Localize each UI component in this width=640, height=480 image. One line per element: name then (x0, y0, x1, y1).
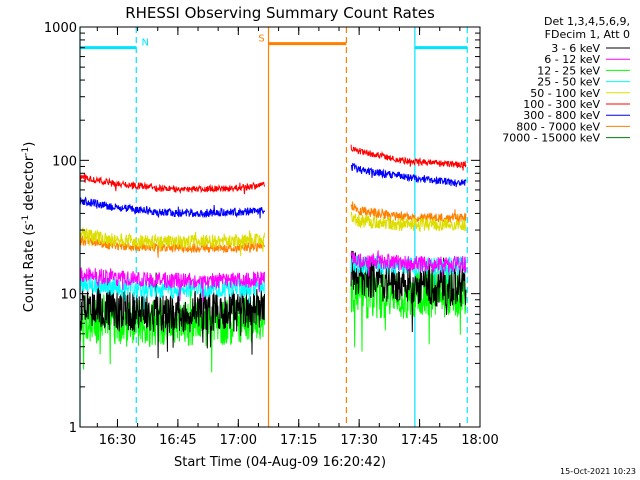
series-line (350, 250, 467, 333)
chart-title: RHESSI Observing Summary Count Rates (125, 4, 435, 22)
axis-tick-labels: 16:30 16:45 17:00 17:15 17:30 17:45 18:00 1 10 10… (44, 21, 499, 448)
y-axis-label-part: detector (22, 155, 37, 215)
x-axis-label: Start Time (04-Aug-09 16:20:42) (174, 455, 386, 470)
legend-label: 50 - 100 keV (530, 87, 600, 100)
x-tick-label: 17:00 (220, 433, 257, 448)
x-tick-label: 18:00 (461, 433, 498, 448)
legend: Det 1,3,4,5,6,9, FDecim 1, Att 0 3 - 6 k… (502, 15, 630, 145)
y-axis-label-sup: -1 (21, 147, 31, 156)
legend-label: 7000 - 15000 keV (502, 132, 600, 145)
plot-frame (79, 26, 481, 428)
legend-label: 12 - 25 keV (537, 64, 600, 77)
y-axis-label-sup: -1 (21, 215, 31, 224)
legend-header: FDecim 1, Att 0 (545, 28, 630, 41)
data-series (79, 144, 467, 373)
flag-bar-label: S (258, 34, 264, 45)
series-line (350, 144, 467, 171)
x-tick-label: 17:30 (340, 433, 377, 448)
series-line (350, 250, 467, 277)
y-tick-label: 10 (60, 288, 77, 303)
y-tick-label: 100 (52, 154, 77, 169)
series-line (79, 196, 265, 219)
axis-ticks (80, 26, 481, 428)
legend-header: Det 1,3,4,5,6,9, (544, 15, 630, 28)
legend-label: 3 - 6 keV (551, 42, 600, 55)
x-tick-label: 17:45 (401, 433, 438, 448)
legend-label: 100 - 300 keV (523, 98, 600, 111)
series-line (79, 271, 265, 310)
y-axis-label: Count Rate (s-1 detector-1) (21, 142, 37, 313)
flag-bar-label: N (142, 38, 149, 49)
series-line (79, 267, 265, 303)
series-line (350, 211, 467, 233)
y-axis-label-part: Count Rate (s (22, 224, 37, 313)
x-tick-label: 17:15 (280, 433, 317, 448)
series-line (350, 162, 467, 188)
legend-label: 800 - 7000 keV (516, 120, 600, 133)
y-axis-label-part: ) (22, 142, 37, 147)
series-line (79, 173, 265, 195)
legend-label: 6 - 12 keV (544, 53, 600, 66)
x-tick-label: 16:30 (99, 433, 136, 448)
timestamp: 15-Oct-2021 10:23 (560, 467, 636, 476)
legend-label: 25 - 50 keV (537, 76, 600, 89)
series-line (79, 226, 265, 257)
y-tick-label: 1 (69, 421, 77, 436)
series-line (350, 201, 467, 226)
legend-label: 300 - 800 keV (523, 109, 600, 122)
x-tick-label: 16:45 (159, 433, 196, 448)
y-tick-label: 1000 (44, 21, 77, 36)
